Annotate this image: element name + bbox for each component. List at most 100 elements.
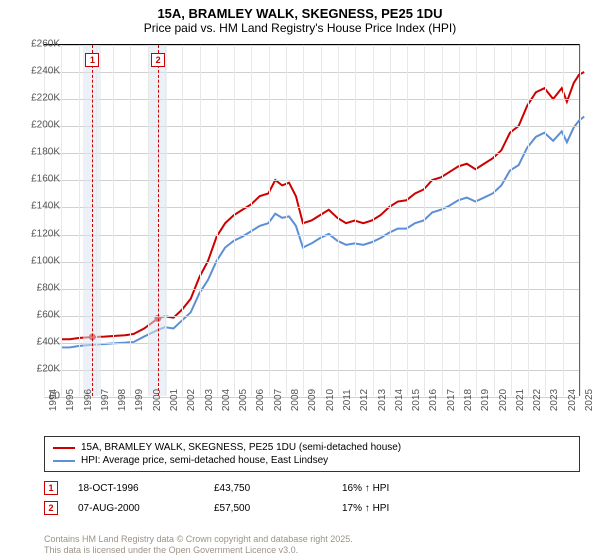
x-gridline	[580, 45, 581, 396]
y-gridline	[44, 72, 579, 73]
x-axis-label: 2019	[480, 389, 491, 411]
y-axis-label: £220K	[18, 93, 60, 104]
chart-subtitle: Price paid vs. HM Land Registry's House …	[0, 21, 600, 39]
x-axis-label: 2021	[515, 389, 526, 411]
x-axis-label: 1995	[65, 389, 76, 411]
x-gridline	[286, 45, 287, 396]
x-axis-label: 2001	[169, 389, 180, 411]
chart-plot-area: 12	[44, 44, 580, 396]
x-gridline	[200, 45, 201, 396]
sale-badge: 2	[151, 53, 165, 67]
y-gridline	[44, 316, 579, 317]
x-gridline	[424, 45, 425, 396]
x-gridline	[217, 45, 218, 396]
x-axis-label: 2015	[411, 389, 422, 411]
x-axis-label: 2017	[446, 389, 457, 411]
series-line	[61, 72, 584, 339]
x-gridline	[148, 45, 149, 396]
sale-row: 2 07-AUG-2000 £57,500 17% ↑ HPI	[44, 498, 580, 518]
x-axis-label: 1999	[134, 389, 145, 411]
legend-label: HPI: Average price, semi-detached house,…	[81, 455, 328, 466]
y-gridline	[44, 45, 579, 46]
x-axis-label: 2003	[204, 389, 215, 411]
sale-hpi: 17% ↑ HPI	[342, 503, 462, 514]
sale-badge: 1	[85, 53, 99, 67]
y-axis-label: £40K	[18, 336, 60, 347]
x-gridline	[269, 45, 270, 396]
legend-item: 15A, BRAMLEY WALK, SKEGNESS, PE25 1DU (s…	[53, 441, 571, 454]
y-gridline	[44, 207, 579, 208]
x-gridline	[113, 45, 114, 396]
y-axis-label: £180K	[18, 147, 60, 158]
y-gridline	[44, 289, 579, 290]
x-gridline	[130, 45, 131, 396]
footer-line2: This data is licensed under the Open Gov…	[44, 545, 580, 556]
sale-row-badge: 2	[44, 501, 58, 515]
sales-table: 1 18-OCT-1996 £43,750 16% ↑ HPI 2 07-AUG-2000…	[44, 478, 580, 518]
x-gridline	[390, 45, 391, 396]
chart-title: 15A, BRAMLEY WALK, SKEGNESS, PE25 1DU	[0, 0, 600, 21]
y-gridline	[44, 99, 579, 100]
legend-item: HPI: Average price, semi-detached house,…	[53, 454, 571, 467]
legend-swatch	[53, 460, 75, 462]
legend-label: 15A, BRAMLEY WALK, SKEGNESS, PE25 1DU (s…	[81, 442, 401, 453]
sale-date: 07-AUG-2000	[66, 503, 206, 514]
x-axis-label: 2007	[273, 389, 284, 411]
y-axis-label: £240K	[18, 66, 60, 77]
x-axis-label: 2018	[463, 389, 474, 411]
y-axis-label: £140K	[18, 201, 60, 212]
x-axis-label: 1998	[117, 389, 128, 411]
sale-price: £43,750	[214, 483, 334, 494]
x-gridline	[459, 45, 460, 396]
x-gridline	[79, 45, 80, 396]
x-gridline	[96, 45, 97, 396]
sale-date: 18-OCT-1996	[66, 483, 206, 494]
x-gridline	[563, 45, 564, 396]
x-axis-label: 2009	[307, 389, 318, 411]
y-gridline	[44, 153, 579, 154]
x-axis-label: 2010	[325, 389, 336, 411]
x-gridline	[511, 45, 512, 396]
x-gridline	[494, 45, 495, 396]
sale-dashed-line	[92, 45, 93, 396]
x-axis-label: 2023	[549, 389, 560, 411]
x-gridline	[528, 45, 529, 396]
y-axis-label: £120K	[18, 228, 60, 239]
legend-box: 15A, BRAMLEY WALK, SKEGNESS, PE25 1DU (s…	[44, 436, 580, 472]
footer-line1: Contains HM Land Registry data © Crown c…	[44, 534, 580, 545]
sale-row-badge: 1	[44, 481, 58, 495]
sale-dashed-line	[158, 45, 159, 396]
y-axis-label: £200K	[18, 120, 60, 131]
x-gridline	[407, 45, 408, 396]
x-axis-label: 2013	[377, 389, 388, 411]
x-gridline	[251, 45, 252, 396]
x-axis-label: 2000	[152, 389, 163, 411]
x-axis-label: 1994	[48, 389, 59, 411]
x-gridline	[545, 45, 546, 396]
sale-hpi: 16% ↑ HPI	[342, 483, 462, 494]
legend-swatch	[53, 447, 75, 449]
x-axis-label: 2014	[394, 389, 405, 411]
y-axis-label: £260K	[18, 39, 60, 50]
x-axis-label: 1997	[100, 389, 111, 411]
x-gridline	[61, 45, 62, 396]
x-gridline	[182, 45, 183, 396]
x-gridline	[442, 45, 443, 396]
x-axis-label: 2016	[428, 389, 439, 411]
x-axis-label: 2008	[290, 389, 301, 411]
x-gridline	[373, 45, 374, 396]
x-axis-label: 2004	[221, 389, 232, 411]
x-gridline	[476, 45, 477, 396]
y-axis-label: £60K	[18, 309, 60, 320]
x-axis-label: 2020	[498, 389, 509, 411]
x-gridline	[321, 45, 322, 396]
footer-attribution: Contains HM Land Registry data © Crown c…	[44, 534, 580, 557]
sale-row: 1 18-OCT-1996 £43,750 16% ↑ HPI	[44, 478, 580, 498]
y-axis-label: £100K	[18, 255, 60, 266]
sale-price: £57,500	[214, 503, 334, 514]
y-axis-label: £80K	[18, 282, 60, 293]
y-axis-label: £20K	[18, 363, 60, 374]
x-axis-label: 2011	[342, 389, 353, 411]
y-gridline	[44, 262, 579, 263]
y-gridline	[44, 126, 579, 127]
